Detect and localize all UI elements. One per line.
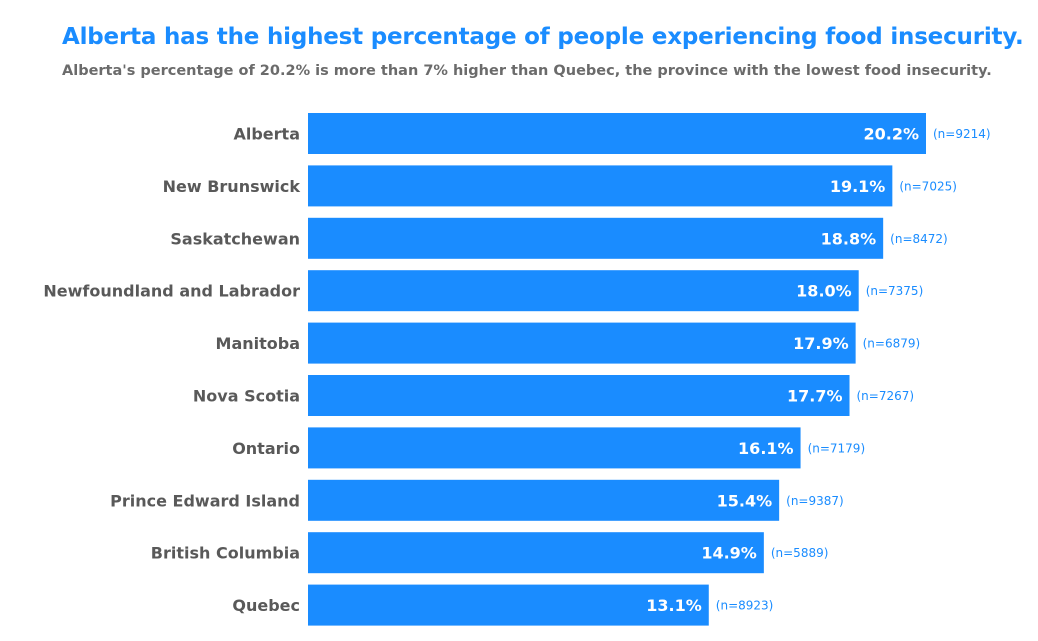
category-label: Ontario [232,439,300,458]
value-label: 15.4% [717,491,773,510]
category-label: Newfoundland and Labrador [43,282,300,301]
sample-size-label: (n=7179) [808,441,866,455]
bar [308,479,780,521]
category-label: Alberta [233,125,300,144]
bar [308,270,859,312]
bar [308,322,856,364]
sample-size-label: (n=8923) [716,599,774,613]
bar [308,165,893,207]
category-label: New Brunswick [163,177,301,196]
bar [308,584,709,626]
sample-size-label: (n=5889) [771,546,829,560]
value-label: 18.8% [821,229,877,248]
value-label: 19.1% [830,177,886,196]
value-label: 16.1% [738,439,794,458]
category-label: Prince Edward Island [110,491,300,510]
sample-size-label: (n=7375) [866,284,924,298]
value-label: 17.9% [793,334,849,353]
value-label: 20.2% [863,125,919,144]
value-label: 14.9% [701,544,757,563]
bar [308,427,801,469]
bar [308,375,850,416]
category-label: Quebec [232,596,300,615]
sample-size-label: (n=7267) [857,389,915,403]
bar [308,532,764,574]
category-label: Manitoba [216,334,300,353]
value-label: 17.7% [787,387,843,406]
chart-title: Alberta has the highest percentage of pe… [62,24,1024,50]
value-label: 13.1% [646,596,702,615]
sample-size-label: (n=6879) [863,337,921,351]
category-label: Saskatchewan [170,229,300,248]
chart-subtitle: Alberta's percentage of 20.2% is more th… [62,63,992,79]
bar [308,113,926,154]
sample-size-label: (n=9214) [933,127,991,141]
bar [308,217,884,259]
category-label: British Columbia [151,544,300,563]
sample-size-label: (n=8472) [890,232,948,246]
sample-size-label: (n=9387) [786,494,844,508]
sample-size-label: (n=7025) [899,179,957,193]
category-label: Nova Scotia [193,387,300,406]
value-label: 18.0% [796,282,852,301]
